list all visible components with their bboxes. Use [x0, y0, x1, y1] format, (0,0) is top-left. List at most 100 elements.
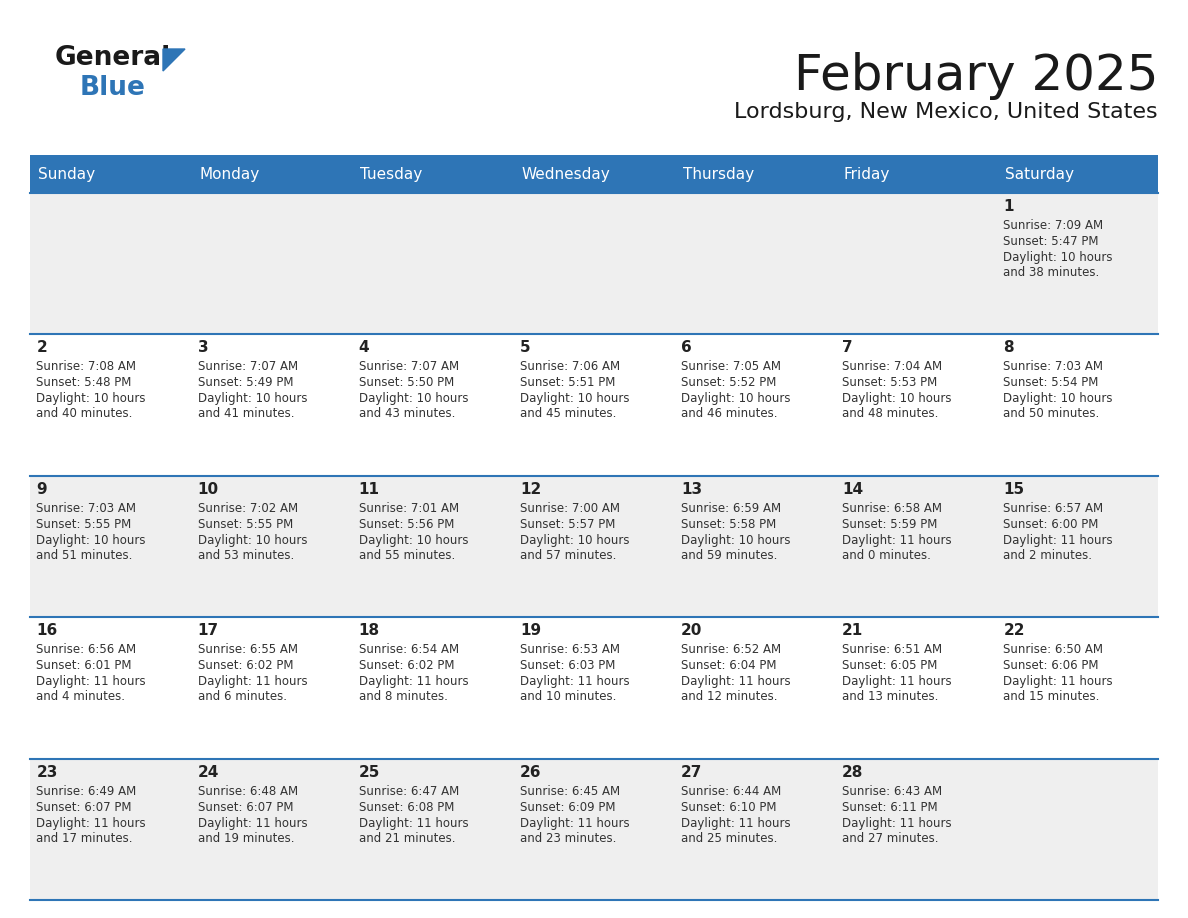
Text: 7: 7	[842, 341, 853, 355]
Text: Sunset: 5:52 PM: Sunset: 5:52 PM	[681, 376, 777, 389]
Text: 17: 17	[197, 623, 219, 638]
Text: Sunrise: 6:51 AM: Sunrise: 6:51 AM	[842, 644, 942, 656]
Text: Sunrise: 6:48 AM: Sunrise: 6:48 AM	[197, 785, 298, 798]
Text: Daylight: 10 hours: Daylight: 10 hours	[37, 392, 146, 406]
Text: Sunset: 6:01 PM: Sunset: 6:01 PM	[37, 659, 132, 672]
Text: General: General	[55, 45, 171, 71]
Text: Sunset: 6:08 PM: Sunset: 6:08 PM	[359, 800, 454, 813]
Text: Daylight: 10 hours: Daylight: 10 hours	[359, 392, 468, 406]
Text: Sunday: Sunday	[38, 166, 95, 182]
Text: Tuesday: Tuesday	[360, 166, 423, 182]
Bar	[30, 617, 1158, 758]
Text: Sunset: 6:02 PM: Sunset: 6:02 PM	[197, 659, 293, 672]
Text: Sunrise: 6:45 AM: Sunrise: 6:45 AM	[520, 785, 620, 798]
Text: Sunset: 5:49 PM: Sunset: 5:49 PM	[197, 376, 293, 389]
Text: and 51 minutes.: and 51 minutes.	[37, 549, 133, 562]
Text: Sunset: 5:57 PM: Sunset: 5:57 PM	[520, 518, 615, 531]
Text: 11: 11	[359, 482, 380, 497]
Text: 10: 10	[197, 482, 219, 497]
Text: Sunset: 5:58 PM: Sunset: 5:58 PM	[681, 518, 776, 531]
Text: Sunset: 5:48 PM: Sunset: 5:48 PM	[37, 376, 132, 389]
Text: and 15 minutes.: and 15 minutes.	[1004, 690, 1100, 703]
Text: Sunrise: 6:56 AM: Sunrise: 6:56 AM	[37, 644, 137, 656]
Text: and 0 minutes.: and 0 minutes.	[842, 549, 931, 562]
Text: 3: 3	[197, 341, 208, 355]
Text: and 45 minutes.: and 45 minutes.	[520, 408, 617, 420]
Text: Sunset: 5:50 PM: Sunset: 5:50 PM	[359, 376, 454, 389]
Text: Sunrise: 7:08 AM: Sunrise: 7:08 AM	[37, 361, 137, 374]
Text: Daylight: 10 hours: Daylight: 10 hours	[197, 533, 307, 547]
Text: Daylight: 11 hours: Daylight: 11 hours	[197, 817, 308, 830]
Text: Daylight: 10 hours: Daylight: 10 hours	[842, 392, 952, 406]
Bar	[30, 476, 1158, 617]
Text: Daylight: 11 hours: Daylight: 11 hours	[842, 817, 952, 830]
Text: 22: 22	[1004, 623, 1025, 638]
Text: Saturday: Saturday	[1005, 166, 1074, 182]
Text: Sunrise: 6:55 AM: Sunrise: 6:55 AM	[197, 644, 297, 656]
Text: and 12 minutes.: and 12 minutes.	[681, 690, 777, 703]
Text: Sunrise: 6:49 AM: Sunrise: 6:49 AM	[37, 785, 137, 798]
Text: Sunset: 5:54 PM: Sunset: 5:54 PM	[1004, 376, 1099, 389]
Bar	[997, 155, 1158, 193]
Text: and 43 minutes.: and 43 minutes.	[359, 408, 455, 420]
Text: Daylight: 10 hours: Daylight: 10 hours	[1004, 251, 1113, 264]
Text: Daylight: 11 hours: Daylight: 11 hours	[359, 676, 468, 688]
Text: and 23 minutes.: and 23 minutes.	[520, 832, 617, 845]
Text: Sunset: 6:06 PM: Sunset: 6:06 PM	[1004, 659, 1099, 672]
Text: Sunrise: 6:58 AM: Sunrise: 6:58 AM	[842, 502, 942, 515]
Polygon shape	[163, 49, 185, 71]
Text: Daylight: 11 hours: Daylight: 11 hours	[842, 676, 952, 688]
Text: and 10 minutes.: and 10 minutes.	[520, 690, 617, 703]
Text: Sunset: 6:07 PM: Sunset: 6:07 PM	[197, 800, 293, 813]
Text: 1: 1	[1004, 199, 1013, 214]
Text: Sunset: 6:07 PM: Sunset: 6:07 PM	[37, 800, 132, 813]
Text: Daylight: 10 hours: Daylight: 10 hours	[520, 533, 630, 547]
Text: and 41 minutes.: and 41 minutes.	[197, 408, 295, 420]
Text: Sunrise: 7:00 AM: Sunrise: 7:00 AM	[520, 502, 620, 515]
Text: Thursday: Thursday	[683, 166, 753, 182]
Bar	[30, 758, 1158, 900]
Text: Sunrise: 7:09 AM: Sunrise: 7:09 AM	[1004, 219, 1104, 232]
Text: Sunrise: 6:53 AM: Sunrise: 6:53 AM	[520, 644, 620, 656]
Text: 6: 6	[681, 341, 691, 355]
Text: 13: 13	[681, 482, 702, 497]
Text: Daylight: 10 hours: Daylight: 10 hours	[681, 392, 790, 406]
Text: Sunset: 5:55 PM: Sunset: 5:55 PM	[197, 518, 292, 531]
Text: and 8 minutes.: and 8 minutes.	[359, 690, 448, 703]
Text: 4: 4	[359, 341, 369, 355]
Text: and 59 minutes.: and 59 minutes.	[681, 549, 777, 562]
Text: Monday: Monday	[200, 166, 259, 182]
Text: Daylight: 11 hours: Daylight: 11 hours	[37, 676, 146, 688]
Text: Blue: Blue	[80, 75, 146, 101]
Text: Daylight: 11 hours: Daylight: 11 hours	[681, 817, 791, 830]
Bar	[30, 193, 1158, 334]
Text: 5: 5	[520, 341, 531, 355]
Text: 19: 19	[520, 623, 541, 638]
Text: Sunset: 6:02 PM: Sunset: 6:02 PM	[359, 659, 454, 672]
Text: Sunrise: 7:07 AM: Sunrise: 7:07 AM	[359, 361, 459, 374]
Text: 14: 14	[842, 482, 864, 497]
Text: Daylight: 11 hours: Daylight: 11 hours	[197, 676, 308, 688]
Text: Sunrise: 6:54 AM: Sunrise: 6:54 AM	[359, 644, 459, 656]
Text: Daylight: 11 hours: Daylight: 11 hours	[520, 676, 630, 688]
Text: Daylight: 10 hours: Daylight: 10 hours	[520, 392, 630, 406]
Bar	[835, 155, 997, 193]
Text: Sunrise: 7:04 AM: Sunrise: 7:04 AM	[842, 361, 942, 374]
Text: and 19 minutes.: and 19 minutes.	[197, 832, 295, 845]
Text: and 38 minutes.: and 38 minutes.	[1004, 266, 1100, 279]
Text: Sunset: 6:10 PM: Sunset: 6:10 PM	[681, 800, 777, 813]
Text: 25: 25	[359, 765, 380, 779]
Text: 8: 8	[1004, 341, 1013, 355]
Text: and 21 minutes.: and 21 minutes.	[359, 832, 455, 845]
Text: Daylight: 10 hours: Daylight: 10 hours	[37, 533, 146, 547]
Text: Wednesday: Wednesday	[522, 166, 611, 182]
Text: and 13 minutes.: and 13 minutes.	[842, 690, 939, 703]
Text: and 27 minutes.: and 27 minutes.	[842, 832, 939, 845]
Text: 20: 20	[681, 623, 702, 638]
Text: Lordsburg, New Mexico, United States: Lordsburg, New Mexico, United States	[734, 102, 1158, 122]
Bar	[513, 155, 675, 193]
Text: and 55 minutes.: and 55 minutes.	[359, 549, 455, 562]
Bar	[675, 155, 835, 193]
Text: and 2 minutes.: and 2 minutes.	[1004, 549, 1092, 562]
Text: Sunrise: 7:02 AM: Sunrise: 7:02 AM	[197, 502, 298, 515]
